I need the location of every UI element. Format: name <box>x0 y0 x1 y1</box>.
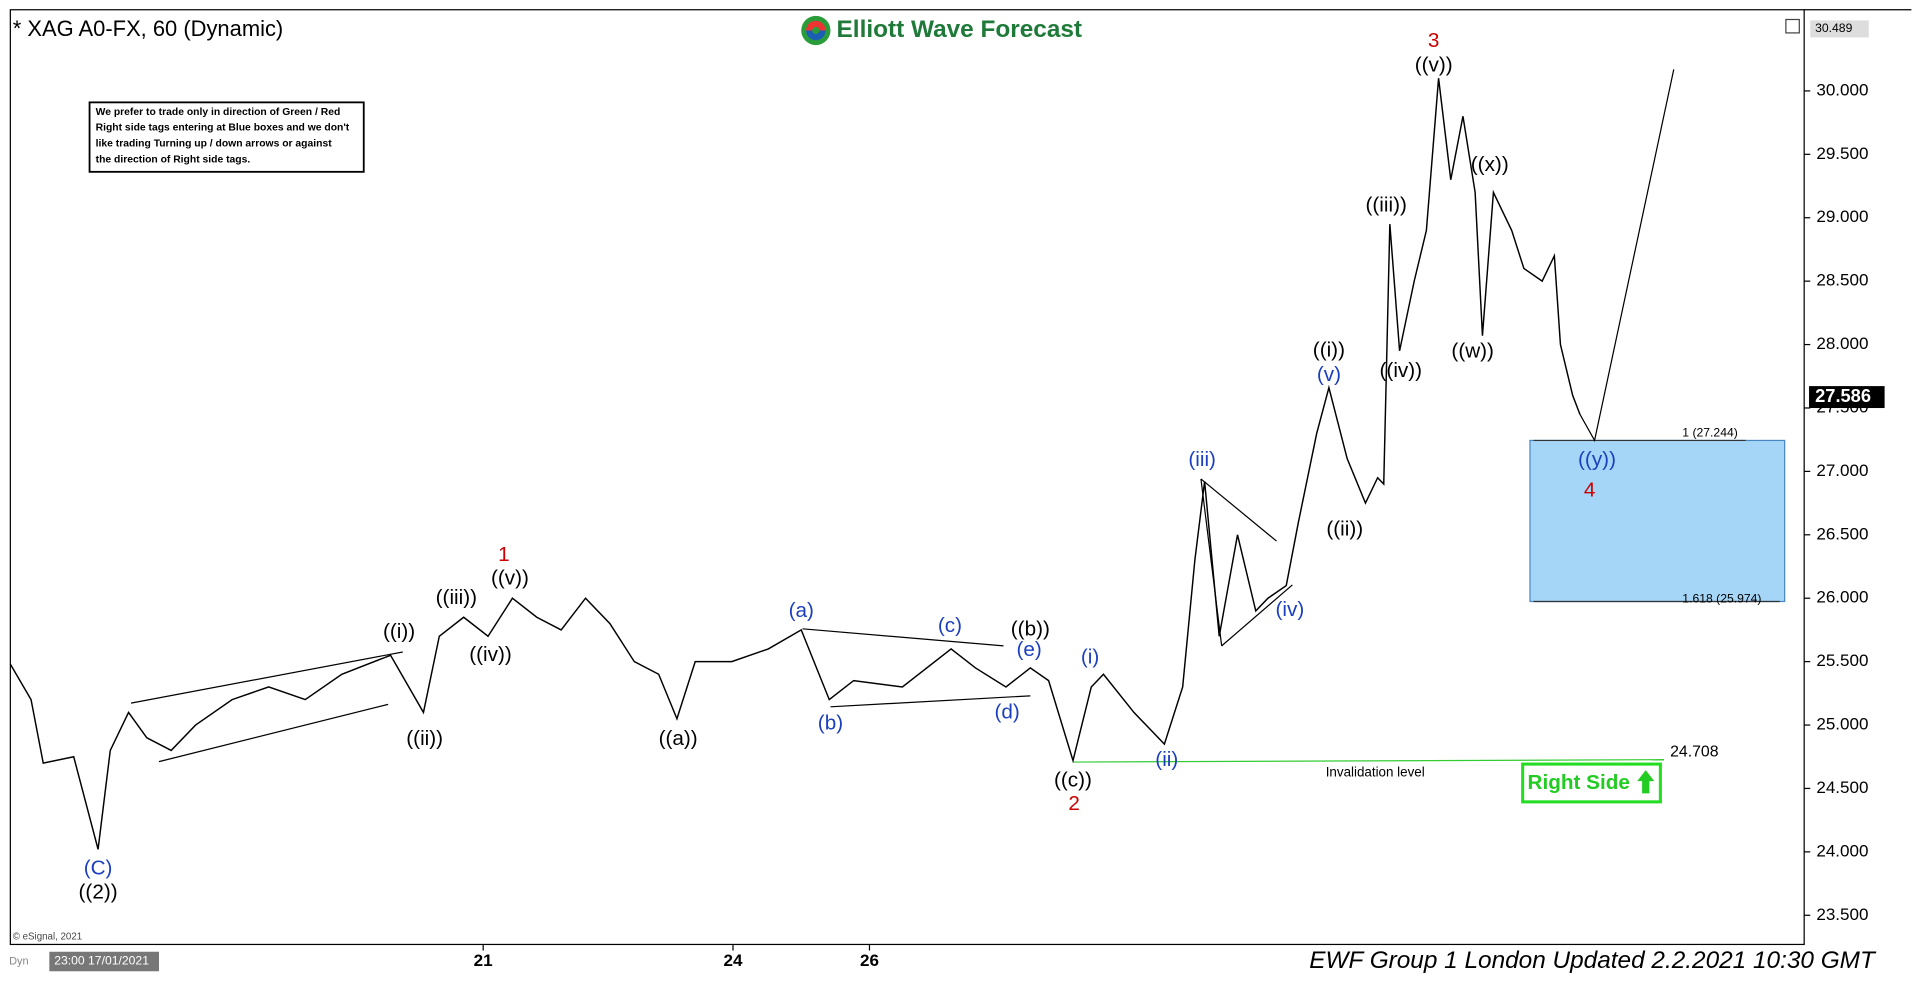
wave-label: 4 <box>1584 479 1596 502</box>
wave-label: ((v)) <box>491 566 529 589</box>
invalidation-text: Invalidation level <box>1326 765 1425 780</box>
chart-title: * XAG A0-FX, 60 (Dynamic) <box>13 16 283 41</box>
fib-label: 1 (27.244) <box>1682 425 1738 439</box>
dyn-label: Dyn <box>9 955 28 967</box>
wave-label: ((a)) <box>659 727 698 750</box>
wave-label: ((iii)) <box>1365 193 1406 216</box>
right-side-label: Right Side <box>1528 771 1630 794</box>
wave-label: (iii) <box>1188 448 1216 471</box>
notice-line: the direction of Right side tags. <box>96 154 251 165</box>
y-tick-label: 23.500 <box>1816 905 1868 924</box>
top-price-tag <box>1810 20 1869 38</box>
wave-label: (e) <box>1016 638 1041 661</box>
top-price-label: 30.489 <box>1815 21 1852 35</box>
last-price-tag <box>1809 386 1885 409</box>
invalidation-line <box>1072 759 1665 763</box>
wave-label: (d) <box>995 700 1020 723</box>
wave-label: ((iii)) <box>436 586 477 609</box>
x-tick-label: 21 <box>474 951 493 970</box>
wave-label: ((y)) <box>1578 448 1616 471</box>
notice-line: like trading Turning up / down arrows or… <box>96 139 333 150</box>
y-tick-label: 24.500 <box>1816 778 1868 797</box>
y-tick-label: 27.000 <box>1816 461 1868 480</box>
wave-label: ((i)) <box>1313 338 1345 361</box>
wave-label: 2 <box>1068 792 1080 815</box>
y-tick-label: 26.500 <box>1816 524 1868 543</box>
wave-label: 1 <box>498 543 510 566</box>
notice-line: Right side tags entering at Blue boxes a… <box>96 123 350 134</box>
y-tick-label: 26.000 <box>1816 588 1868 607</box>
wave-label: ((i)) <box>383 620 415 643</box>
wave-label: (i) <box>1081 646 1099 669</box>
wave-label: (iv) <box>1276 598 1305 621</box>
right-side-box <box>1521 762 1662 804</box>
trend-lines <box>130 478 1293 763</box>
y-tick-label: 25.500 <box>1816 651 1868 670</box>
wave-label: ((ii)) <box>406 727 443 750</box>
start-date: 23:00 17/01/2021 <box>54 954 149 968</box>
y-tick-label: 29.000 <box>1816 207 1868 226</box>
last-price-label: 27.586 <box>1815 385 1871 406</box>
y-tick-label: 28.500 <box>1816 271 1868 290</box>
logo-bg <box>795 12 1095 47</box>
plot-frame <box>9 9 1805 946</box>
y-tick-label: 28.000 <box>1816 334 1868 353</box>
wave-label: ((2)) <box>79 881 118 904</box>
wave-label: ((c)) <box>1054 769 1092 792</box>
wave-label: ((b)) <box>1011 618 1050 641</box>
wave-label: ((iv)) <box>469 643 512 666</box>
wave-label: (v) <box>1317 363 1341 386</box>
source: © eSignal, 2021 <box>13 932 82 943</box>
wave-label: (C) <box>84 856 113 879</box>
brand: Elliott Wave Forecast <box>837 16 1082 43</box>
wave-label: 3 <box>1428 29 1440 52</box>
wave-label: (b) <box>818 711 843 734</box>
y-tick-label: 25.000 <box>1816 715 1868 734</box>
start-date-bg <box>49 951 160 972</box>
notice-box <box>88 101 365 173</box>
wave-label: ((w)) <box>1451 340 1494 363</box>
wave-label: ((x)) <box>1471 153 1509 176</box>
x-tick-label: 24 <box>724 951 743 970</box>
price-line <box>9 78 1581 850</box>
wave-label: (c) <box>938 614 962 637</box>
x-tick-label: 26 <box>860 951 879 970</box>
wave-label: ((ii)) <box>1326 518 1363 541</box>
notice-line: We prefer to trade only in direction of … <box>96 107 341 118</box>
y-tick-label: 24.000 <box>1816 841 1868 860</box>
y-tick-label: 29.500 <box>1816 144 1868 163</box>
projection-line <box>1579 69 1675 443</box>
fib-label: 1.618 (25.974) <box>1682 591 1761 605</box>
wave-label: (a) <box>789 599 814 622</box>
footer: EWF Group 1 London Updated 2.2.2021 10:3… <box>1309 947 1877 974</box>
right-side-arrow <box>1637 770 1655 794</box>
wave-label: ((iv)) <box>1380 359 1423 382</box>
window-icon <box>1785 18 1800 34</box>
logo-icon <box>801 15 831 46</box>
wave-label: ((v)) <box>1415 53 1453 76</box>
target-box <box>1529 439 1786 603</box>
y-tick-label: 30.000 <box>1816 80 1868 99</box>
wave-label: (ii) <box>1155 748 1178 771</box>
invalidation-value: 24.708 <box>1670 744 1719 761</box>
